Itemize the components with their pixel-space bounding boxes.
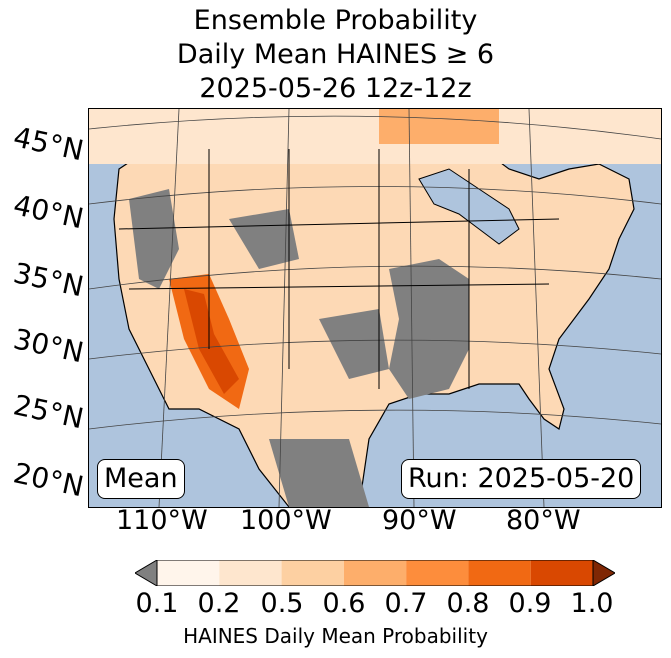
lon-label-100: 100°W xyxy=(240,505,332,536)
canada-region xyxy=(89,109,661,164)
missing-data-gulf xyxy=(389,259,469,399)
colorbar-bin xyxy=(219,560,282,586)
colorbar-bin xyxy=(530,560,593,586)
graticule xyxy=(89,109,661,507)
lat-label-20: 20°N xyxy=(10,456,87,504)
cbar-tick-3: 0.6 xyxy=(322,588,366,619)
lat-label-45: 45°N xyxy=(10,120,87,168)
canada-orange-patch xyxy=(379,109,499,144)
colorbar-bin xyxy=(281,560,344,586)
missing-data-rockies xyxy=(229,209,299,269)
probability-map[interactable] xyxy=(88,108,662,508)
cbar-tick-7: 1.0 xyxy=(570,588,614,619)
colorbar-bins xyxy=(157,560,593,586)
colorbar-over-arrow xyxy=(592,560,615,586)
lon-label-90: 90°W xyxy=(382,505,457,536)
colorbar-bin xyxy=(468,560,531,586)
colorbar-bin xyxy=(157,560,220,586)
stat-label: Mean xyxy=(97,459,185,499)
cbar-tick-0: 0.1 xyxy=(135,588,179,619)
cbar-tick-2: 0.5 xyxy=(260,588,304,619)
run-label: Run: 2025-05-20 xyxy=(401,459,642,499)
colorbar-bin xyxy=(343,560,407,586)
title-line-1: Ensemble Probability xyxy=(193,5,478,36)
lon-label-110: 110°W xyxy=(116,505,208,536)
cbar-tick-5: 0.8 xyxy=(446,588,490,619)
missing-data-plains xyxy=(319,309,389,379)
title-line-2: Daily Mean HAINES ≥ 6 xyxy=(176,39,495,70)
lat-label-25: 25°N xyxy=(10,388,87,436)
missing-data-mexico xyxy=(269,439,369,507)
cbar-tick-6: 0.9 xyxy=(508,588,552,619)
lat-label-35: 35°N xyxy=(10,256,87,304)
lon-label-80: 80°W xyxy=(506,505,581,536)
missing-data-west xyxy=(129,189,179,289)
colorbar-label: HAINES Daily Mean Probability xyxy=(183,624,488,648)
colorbar-under-arrow xyxy=(135,560,158,586)
map-canvas xyxy=(89,109,661,507)
highest-prob-core xyxy=(184,289,239,394)
lat-label-30: 30°N xyxy=(10,322,87,370)
state-borders xyxy=(118,149,560,389)
title-line-3: 2025-05-26 12z-12z xyxy=(199,73,472,104)
cbar-tick-4: 0.7 xyxy=(384,588,428,619)
lat-label-40: 40°N xyxy=(10,188,87,236)
colorbar xyxy=(135,560,615,586)
colorbar-bin xyxy=(406,560,469,586)
cbar-tick-1: 0.2 xyxy=(197,588,241,619)
